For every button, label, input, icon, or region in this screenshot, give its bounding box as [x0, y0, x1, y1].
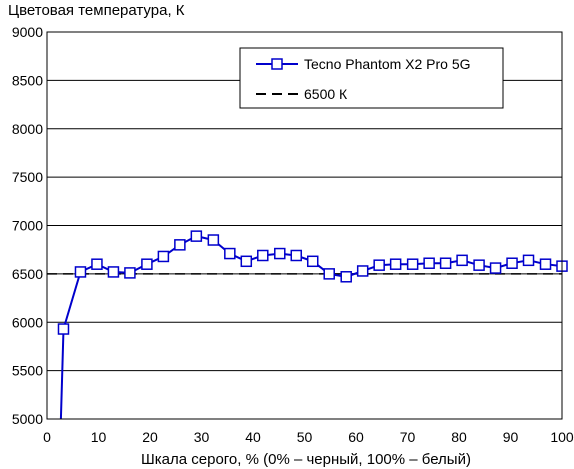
data-point: [157, 250, 170, 263]
data-point: [257, 249, 269, 262]
x-tick-label: 100: [550, 429, 574, 445]
data-point: [190, 230, 203, 242]
x-tick-label: 0: [43, 429, 51, 445]
x-tick-label: 50: [297, 429, 313, 445]
y-tick-label: 8500: [12, 72, 43, 88]
legend-label-reference: 6500 К: [304, 86, 348, 102]
data-point: [124, 267, 136, 279]
x-tick-label: 80: [451, 429, 467, 445]
y-tick-label: 7500: [12, 169, 43, 185]
data-point: [91, 258, 103, 270]
x-axis-label: Шкала серого, % (0% – черный, 100% – бел…: [141, 451, 471, 468]
legend-label-main: Tecno Phantom X2 Pro 5G: [304, 56, 471, 72]
main-series: [57, 230, 568, 420]
y-axis-label: Цветовая температура, К: [8, 2, 185, 19]
data-point: [522, 254, 535, 267]
x-tick-label: 10: [91, 429, 107, 445]
data-point: [340, 271, 352, 283]
data-point: [406, 258, 419, 270]
x-tick-label: 70: [400, 429, 416, 445]
plot-frame: [46, 31, 563, 420]
data-point: [57, 323, 70, 335]
y-tick-label: 7000: [12, 218, 43, 234]
data-point: [224, 247, 236, 260]
y-tick-label: 6000: [12, 314, 43, 330]
data-point: [456, 254, 468, 267]
data-point: [207, 234, 220, 246]
y-tick-label: 5000: [12, 411, 43, 427]
data-point: [323, 268, 335, 280]
x-tick-label: 60: [348, 429, 364, 445]
legend-marker-main: [271, 58, 283, 70]
data-point: [473, 259, 485, 271]
data-point: [274, 247, 286, 260]
y-tick-label: 6500: [12, 266, 43, 282]
x-tick-labels: 0 10 20 30 40 50 60 70 80 90 100: [43, 429, 574, 445]
data-point: [306, 255, 319, 268]
data-point: [74, 266, 87, 278]
x-tick-label: 90: [503, 429, 519, 445]
data-point: [290, 249, 303, 262]
legend-box: [239, 47, 504, 109]
data-point: [539, 258, 552, 270]
y-tick-label: 5500: [12, 363, 43, 379]
data-point: [489, 262, 502, 274]
x-tick-label: 30: [194, 429, 210, 445]
data-point: [107, 266, 120, 278]
legend: Tecno Phantom X2 Pro 5G 6500 К: [239, 47, 504, 109]
data-point: [389, 258, 402, 270]
data-point: [141, 258, 153, 270]
data-point: [423, 257, 435, 269]
x-tick-label: 40: [245, 429, 261, 445]
y-tick-label: 9000: [12, 24, 43, 40]
data-point: [373, 259, 385, 271]
data-point: [506, 257, 518, 269]
data-point: [174, 239, 186, 251]
data-point: [356, 265, 369, 277]
x-tick-label: 20: [142, 429, 158, 445]
y-tick-labels: 5000 5500 6000 6500 7000 7500 8000 8500 9000: [12, 24, 43, 427]
y-tick-label: 8000: [12, 121, 43, 137]
data-point: [439, 257, 452, 269]
data-point: [240, 255, 253, 268]
